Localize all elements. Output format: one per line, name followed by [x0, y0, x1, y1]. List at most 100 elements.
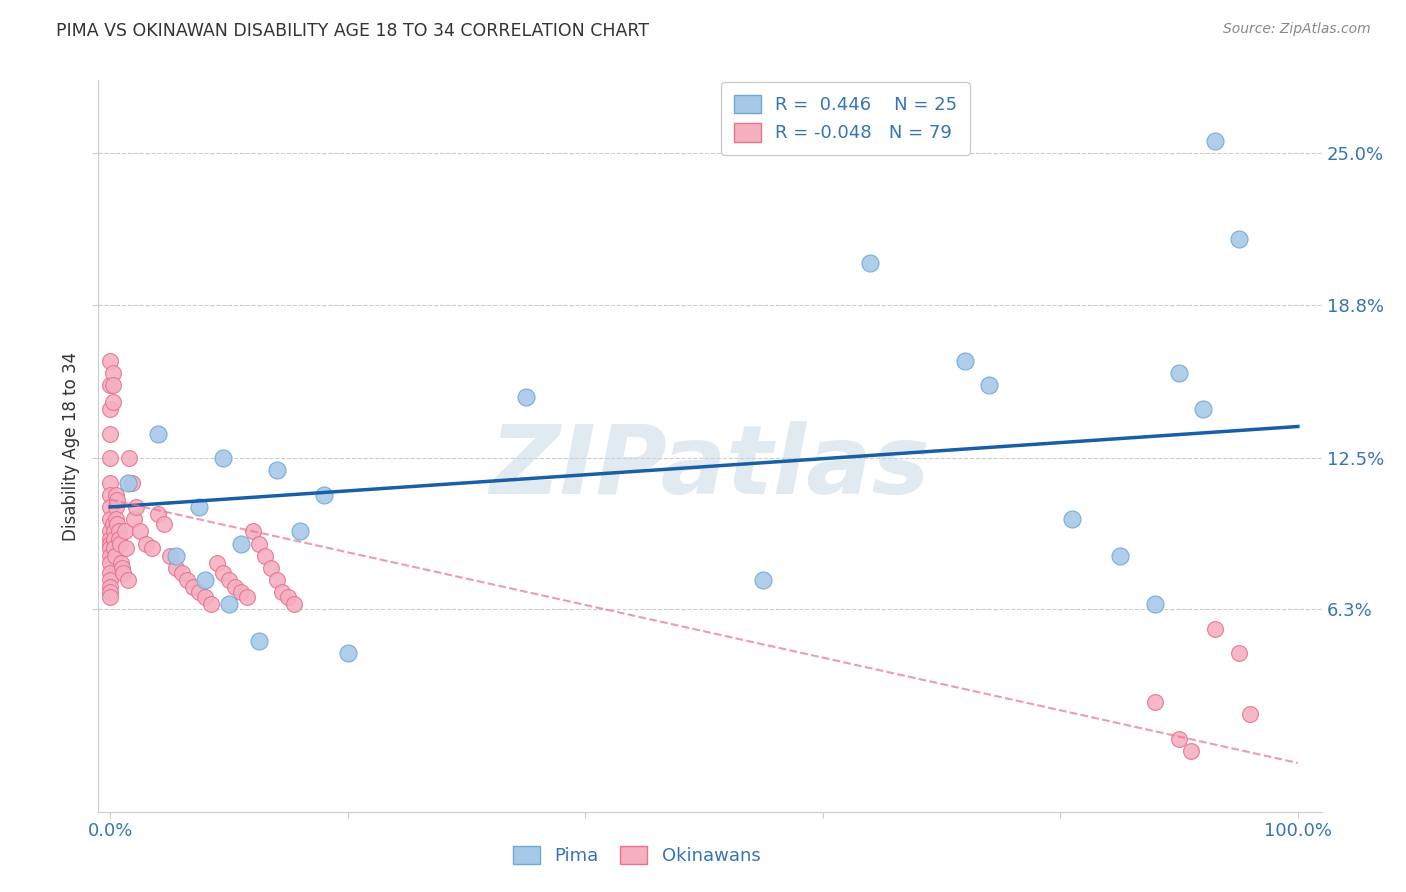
Point [170, 566, 193, 580]
Point [247, 536, 270, 550]
Point [977, 378, 1000, 392]
Point [290, 524, 312, 539]
Point [277, 590, 299, 604]
Point [146, 426, 169, 441]
Point [188, 585, 211, 599]
Point [1227, 646, 1250, 660]
Point [107, 516, 129, 531]
Point [1239, 707, 1261, 722]
Point [98, 378, 121, 392]
Point [859, 256, 882, 270]
Point [98, 402, 121, 417]
Point [101, 395, 124, 409]
Point [259, 561, 281, 575]
Point [194, 573, 217, 587]
Point [229, 536, 252, 550]
Point [135, 536, 157, 550]
Y-axis label: Disability Age 18 to 34: Disability Age 18 to 34 [62, 351, 80, 541]
Point [146, 508, 169, 522]
Point [129, 524, 152, 539]
Point [1144, 598, 1167, 612]
Point [159, 549, 181, 563]
Point [103, 524, 125, 539]
Point [114, 524, 136, 539]
Point [98, 524, 121, 539]
Point [98, 573, 121, 587]
Point [176, 573, 198, 587]
Point [152, 516, 174, 531]
Point [107, 524, 129, 539]
Point [336, 646, 359, 660]
Point [98, 590, 121, 604]
Point [141, 541, 163, 556]
Text: ZIPatlas: ZIPatlas [489, 421, 931, 515]
Point [98, 512, 121, 526]
Point [98, 541, 121, 556]
Point [1180, 744, 1202, 758]
Point [98, 353, 121, 368]
Point [224, 581, 246, 595]
Point [955, 353, 977, 368]
Point [111, 561, 134, 575]
Point [266, 573, 288, 587]
Point [312, 488, 335, 502]
Point [183, 581, 205, 595]
Point [103, 532, 125, 546]
Point [515, 390, 537, 404]
Point [188, 500, 211, 514]
Point [105, 488, 128, 502]
Point [752, 573, 775, 587]
Point [218, 573, 240, 587]
Point [112, 566, 135, 580]
Point [271, 585, 294, 599]
Point [247, 634, 270, 648]
Point [165, 561, 187, 575]
Point [98, 500, 121, 514]
Point [1144, 695, 1167, 709]
Point [283, 598, 305, 612]
Legend: Pima, Okinawans: Pima, Okinawans [506, 838, 768, 872]
Point [98, 549, 121, 563]
Text: Source: ZipAtlas.com: Source: ZipAtlas.com [1223, 22, 1371, 37]
Point [98, 475, 121, 490]
Point [236, 590, 259, 604]
Point [194, 590, 217, 604]
Point [107, 492, 129, 507]
Point [253, 549, 276, 563]
Point [117, 573, 139, 587]
Point [200, 598, 222, 612]
Text: PIMA VS OKINAWAN DISABILITY AGE 18 TO 34 CORRELATION CHART: PIMA VS OKINAWAN DISABILITY AGE 18 TO 34… [56, 22, 650, 40]
Point [107, 532, 129, 546]
Point [121, 475, 143, 490]
Point [105, 512, 128, 526]
Point [266, 463, 288, 477]
Point [98, 451, 121, 466]
Point [101, 378, 124, 392]
Point [1192, 402, 1215, 417]
Point [122, 512, 145, 526]
Point [117, 475, 139, 490]
Point [98, 581, 121, 595]
Point [105, 500, 128, 514]
Point [98, 488, 121, 502]
Point [114, 541, 136, 556]
Point [98, 566, 121, 580]
Point [218, 598, 240, 612]
Point [98, 556, 121, 570]
Point [98, 585, 121, 599]
Point [229, 585, 252, 599]
Point [98, 536, 121, 550]
Point [101, 366, 124, 380]
Point [1204, 622, 1226, 636]
Point [1062, 512, 1084, 526]
Point [1108, 549, 1130, 563]
Point [212, 566, 235, 580]
Point [125, 500, 148, 514]
Point [1168, 731, 1191, 746]
Point [103, 541, 125, 556]
Point [110, 556, 132, 570]
Point [108, 536, 131, 550]
Point [98, 532, 121, 546]
Point [98, 426, 121, 441]
Point [101, 516, 124, 531]
